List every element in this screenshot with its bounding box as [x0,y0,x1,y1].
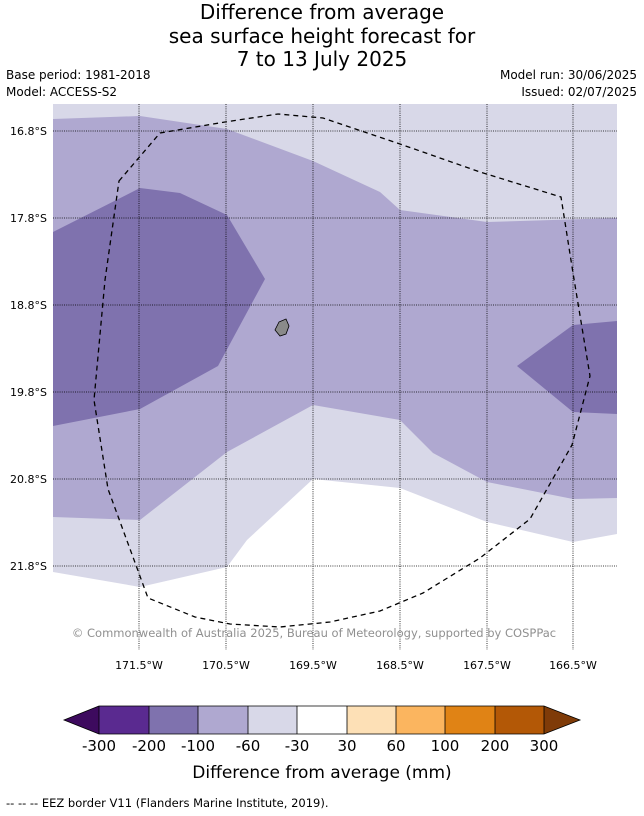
lon-label: 171.5°W [115,659,163,672]
colorbar-max-extension [544,706,580,734]
colorbar: -300 -200 -100 -60 -30 30 60 100 200 300… [62,705,582,783]
band-minus-200-to-minus-100-east [517,321,617,414]
eez-footnote: -- -- -- EEZ border V11 (Flanders Marine… [6,796,329,810]
lon-label: 168.5°W [376,659,424,672]
lon-label: 169.5°W [289,659,337,672]
base-period: Base period: 1981-2018 [6,68,151,82]
colorbar-dividers [98,706,545,734]
lat-label: 17.8°S [10,212,47,225]
lon-label: 166.5°W [549,659,597,672]
colorbar-swatch [445,706,495,734]
lat-label: 16.8°S [10,125,47,138]
map-gridlines [53,104,617,650]
colorbar-swatch [99,706,149,734]
title-line-1: Difference from average [199,0,445,24]
band-minus-200-to-minus-100-west [53,188,265,426]
lon-label: 167.5°W [463,659,511,672]
lat-label: 18.8°S [10,299,47,312]
longitude-labels: 171.5°W 170.5°W 169.5°W 168.5°W 167.5°W … [115,659,597,672]
colorbar-tick-labels: -300 -200 -100 -60 -30 30 60 100 200 300 [82,737,558,755]
colorbar-tick: 200 [481,737,510,755]
colorbar-tick: -200 [132,737,166,755]
lat-label: 20.8°S [10,473,47,486]
colorbar-tick: -30 [285,737,310,755]
meta-right: Model run: 30/06/2025 Issued: 02/07/2025 [500,67,637,101]
colorbar-swatch [198,706,248,734]
colorbar-swatch [495,706,544,734]
colorbar-min-extension [64,706,99,734]
model-run: Model run: 30/06/2025 [499,68,637,82]
lon-label: 170.5°W [202,659,250,672]
title-line-3: 7 to 13 July 2025 [236,47,408,71]
colorbar-swatch [248,706,297,734]
colorbar-tick: 60 [386,737,405,755]
colorbar-tick: 30 [337,737,356,755]
title-line-2: sea surface height forecast for [168,23,476,48]
colorbar-label: Difference from average (mm) [192,763,451,783]
colorbar-tick: 300 [530,737,559,755]
colorbar-swatch [297,706,347,734]
island-land [274,318,290,337]
colorbar-swatch [396,706,445,734]
colorbar-tick: 100 [431,737,460,755]
colorbar-tick: -300 [82,737,116,755]
meta-left: Base period: 1981-2018 Model: ACCESS-S2 [6,67,151,101]
colorbar-swatch [347,706,396,734]
colorbar-tick: -60 [236,737,261,755]
model-name: Model: ACCESS-S2 [6,85,118,99]
colorbar-tick: -100 [181,737,215,755]
copyright-notice: © Commonwealth of Australia 2025, Bureau… [72,626,556,640]
latitude-labels: 16.8°S 17.8°S 18.8°S 19.8°S 20.8°S 21.8°… [10,125,47,573]
map-plot-area: © Commonwealth of Australia 2025, Bureau… [53,104,617,650]
issued-date: Issued: 02/07/2025 [521,85,637,99]
lat-label: 21.8°S [10,560,47,573]
lat-label: 19.8°S [10,386,47,399]
colorbar-swatch [149,706,198,734]
map-title: Difference from average sea surface heig… [0,0,644,72]
eez-border [93,113,591,628]
